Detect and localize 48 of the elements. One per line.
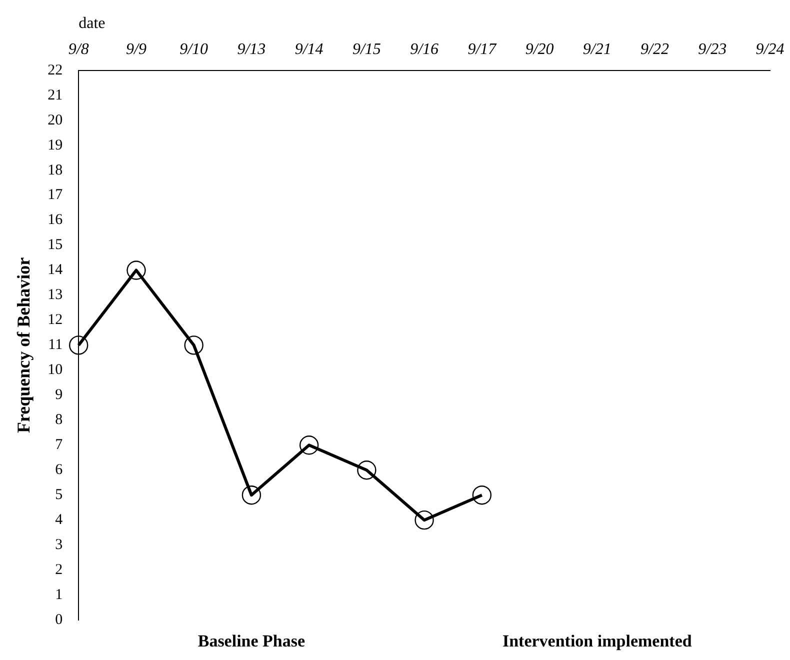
y-tick-label: 15	[48, 237, 63, 254]
text: Intervention implemented	[502, 631, 692, 650]
x-tick-label: 9/14	[294, 41, 324, 58]
point	[414, 510, 434, 530]
x-tick-label: 9/13	[237, 41, 266, 58]
y-tick-label: 0	[55, 612, 63, 628]
y-tick-label: 21	[48, 87, 63, 104]
x-tick-label: 9/24	[756, 41, 784, 58]
x-tick-label: 9/23	[698, 41, 727, 58]
y-tick-label: 5	[55, 487, 63, 504]
text: Baseline Phase	[198, 631, 306, 650]
x-tick-label: 9/8	[68, 41, 89, 58]
y-tick-label: 3	[55, 536, 63, 553]
x-tick-label: 9/15	[352, 41, 381, 58]
y-tick-label: 4	[55, 512, 64, 528]
point	[126, 260, 146, 280]
x-tick-label: 9/22	[640, 41, 669, 58]
x-tick-label: 9/16	[410, 41, 439, 58]
point	[299, 436, 319, 455]
y-tick-label: 2	[55, 562, 63, 578]
y-tick-label: 10	[48, 362, 63, 378]
y-tick-label: 9	[55, 387, 63, 404]
point	[184, 336, 204, 355]
y-tick-label: 16	[48, 212, 64, 228]
y-tick-label: 18	[48, 162, 63, 178]
x-tick-label: 9/10	[180, 41, 208, 58]
y-tick-label: 14	[48, 262, 64, 278]
point	[242, 485, 262, 505]
point	[357, 460, 376, 480]
x-tick-label: 9/20	[525, 41, 554, 58]
x-axis-title: date	[78, 14, 106, 32]
y-tick-label: 11	[48, 337, 63, 354]
y-tick-label: 8	[55, 412, 63, 428]
y-tick-label: 17	[48, 187, 64, 204]
y-tick-label: 7	[55, 437, 64, 454]
point	[69, 336, 88, 355]
y-tick-label: 13	[48, 287, 63, 304]
y-axis-title: Frequency of Behavior	[13, 257, 34, 434]
x-tick-label: 9/9	[126, 41, 146, 58]
x-tick-label: 9/21	[582, 41, 612, 58]
x-tick-label: 9/17	[468, 41, 498, 58]
y-tick-label: 20	[48, 112, 63, 128]
y-tick-label: 12	[48, 312, 63, 328]
y-tick-label: 1	[55, 586, 63, 603]
y-tick-label: 22	[48, 62, 63, 78]
y-tick-label: 6	[55, 462, 64, 478]
point	[472, 485, 492, 505]
y-tick-label: 19	[48, 137, 63, 154]
